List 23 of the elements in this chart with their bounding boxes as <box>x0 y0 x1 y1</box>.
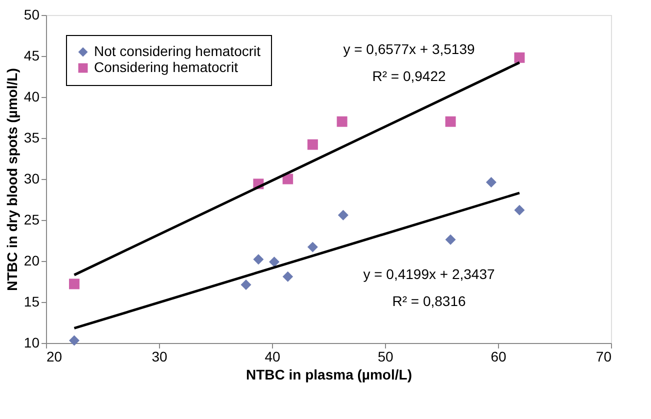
x-tick-label: 20 <box>46 348 62 364</box>
annotation: R² = 0,8316 <box>392 293 466 309</box>
y-tick-label: 50 <box>24 6 40 22</box>
y-tick-label: 25 <box>24 212 40 228</box>
x-tick-label: 70 <box>596 348 612 364</box>
annotation: R² = 0,9422 <box>372 68 446 84</box>
y-tick-label: 35 <box>24 130 40 146</box>
annotation: y = 0,4199x + 2,3437 <box>363 266 495 282</box>
y-axis-title: NTBC in dry blood spots (µmol/L) <box>4 68 20 291</box>
y-tick-label: 30 <box>24 170 40 186</box>
x-tick-label: 40 <box>264 348 280 364</box>
x-axis-title: NTBC in plasma (µmol/L) <box>246 366 412 382</box>
y-tick-label: 15 <box>24 294 40 310</box>
y-tick-label: 40 <box>24 88 40 104</box>
annotation: y = 0,6577x + 3,5139 <box>343 41 475 57</box>
y-tick-label: 10 <box>24 334 40 350</box>
legend-label: Considering hematocrit <box>94 59 238 75</box>
y-tick-label: 20 <box>24 252 40 268</box>
y-tick-label: 45 <box>24 48 40 64</box>
x-tick-label: 30 <box>152 348 168 364</box>
legend-label: Not considering hematocrit <box>94 43 261 59</box>
x-tick-label: 50 <box>378 348 394 364</box>
x-tick-label: 60 <box>490 348 506 364</box>
